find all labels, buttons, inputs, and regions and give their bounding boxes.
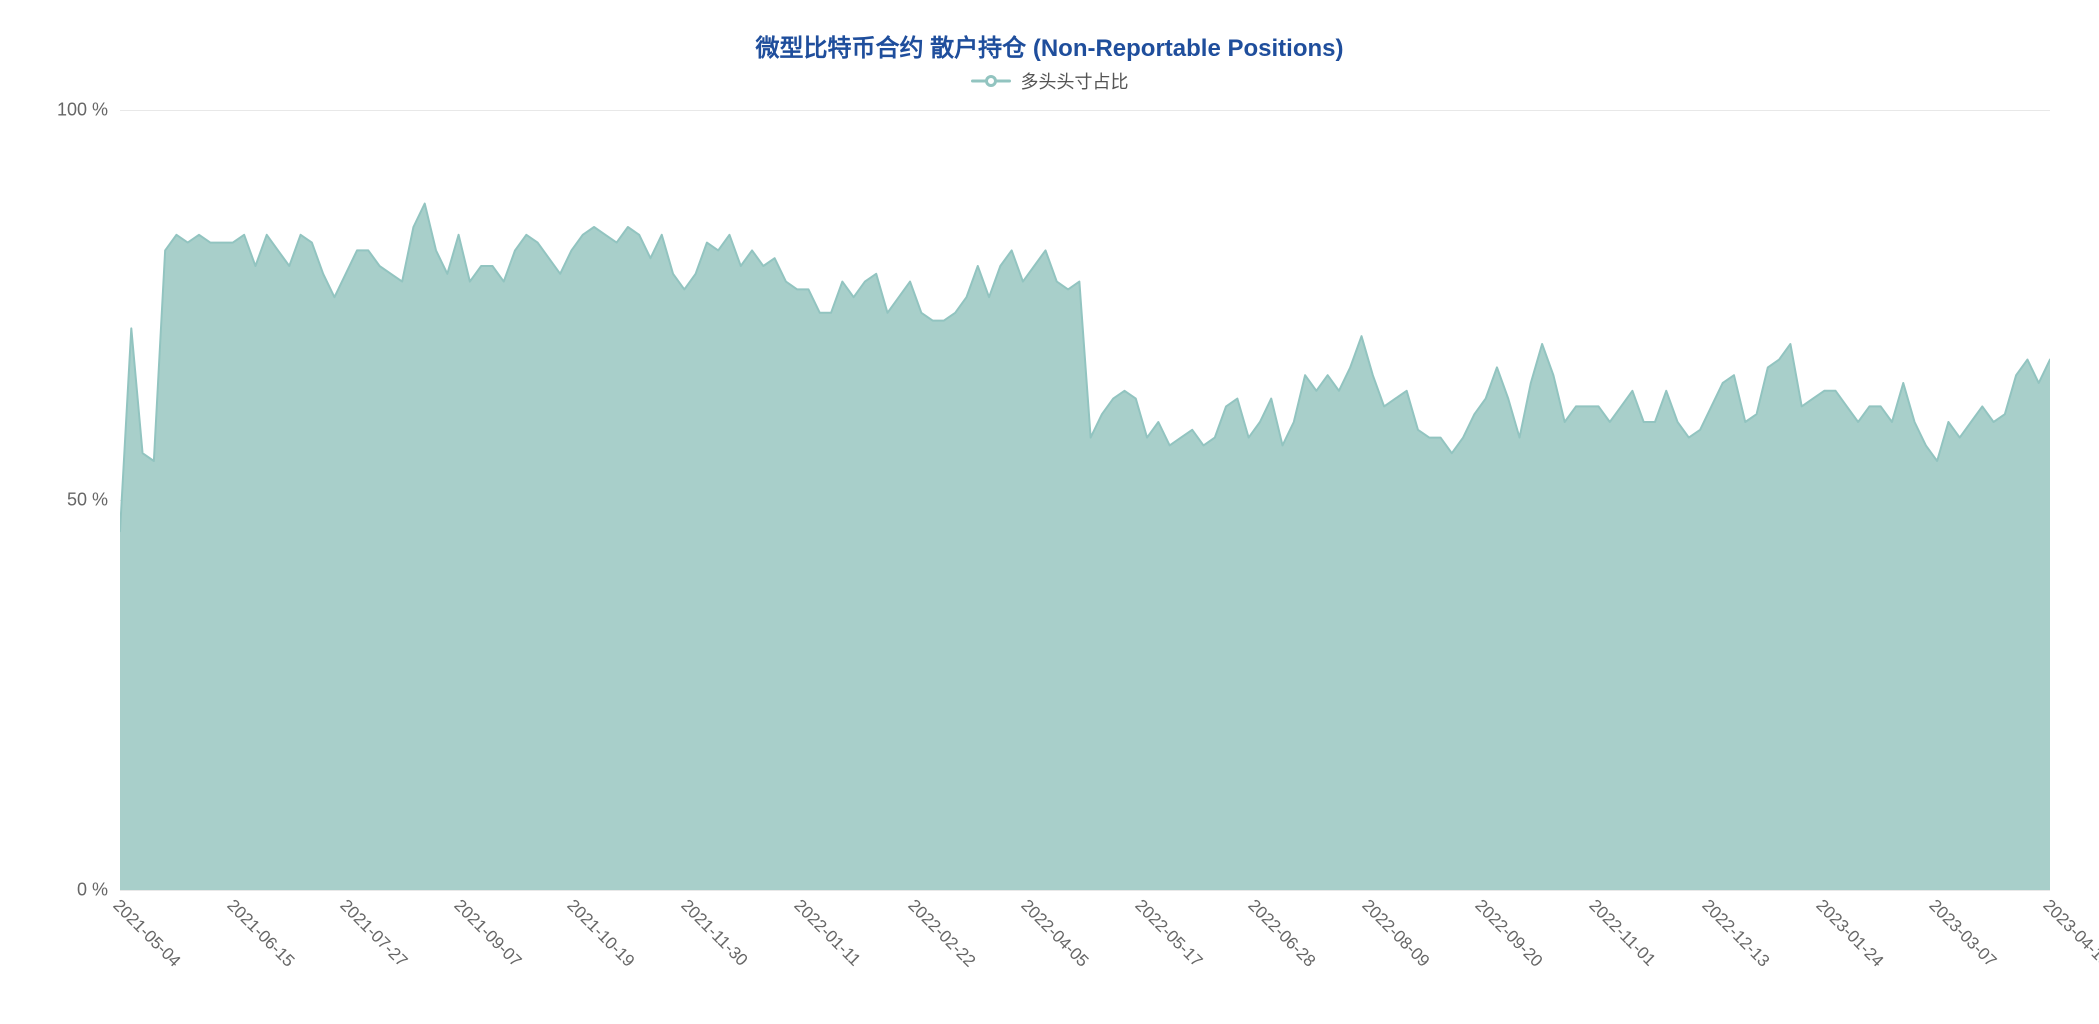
x-tick-label: 2022-06-28 xyxy=(1244,896,1320,972)
x-tick-label: 2023-04-18 xyxy=(2039,896,2099,972)
y-tick-label: 100 % xyxy=(57,100,120,121)
area-fill xyxy=(120,204,2050,890)
y-tick-label: 50 % xyxy=(67,490,120,511)
x-tick-label: 2023-03-07 xyxy=(1925,896,2001,972)
legend-marker-icon xyxy=(985,75,997,87)
x-tick-label: 2021-07-27 xyxy=(336,896,412,972)
x-tick-label: 2022-04-05 xyxy=(1017,896,1093,972)
plot-area[interactable]: 0 %50 %100 %2021-05-042021-06-152021-07-… xyxy=(120,110,2050,890)
legend-swatch xyxy=(971,74,1011,88)
x-tick-label: 2022-05-17 xyxy=(1130,896,1206,972)
y-tick-label: 0 % xyxy=(77,880,120,901)
x-tick-label: 2023-01-24 xyxy=(1812,896,1888,972)
x-tick-label: 2021-06-15 xyxy=(222,896,298,972)
chart-container: 微型比特币合约 散户持仓 (Non-Reportable Positions) … xyxy=(0,0,2099,1024)
x-tick-label: 2022-02-22 xyxy=(903,896,979,972)
x-tick-label: 2021-11-30 xyxy=(676,896,751,971)
legend-label: 多头头寸占比 xyxy=(1021,68,1129,94)
legend[interactable]: 多头头寸占比 xyxy=(0,68,2099,94)
x-tick-label: 2021-10-19 xyxy=(563,896,639,972)
chart-title: 微型比特币合约 散户持仓 (Non-Reportable Positions) xyxy=(0,28,2099,63)
x-tick-label: 2022-09-20 xyxy=(1471,896,1547,972)
x-tick-label: 2022-11-01 xyxy=(1585,896,1660,971)
series-svg xyxy=(120,110,2050,890)
x-tick-label: 2021-09-07 xyxy=(449,896,525,972)
x-tick-label: 2021-05-04 xyxy=(109,896,185,972)
x-tick-label: 2022-12-13 xyxy=(1698,896,1774,972)
x-tick-label: 2022-01-11 xyxy=(790,896,865,971)
y-gridline xyxy=(120,890,2050,891)
x-tick-label: 2022-08-09 xyxy=(1357,896,1433,972)
